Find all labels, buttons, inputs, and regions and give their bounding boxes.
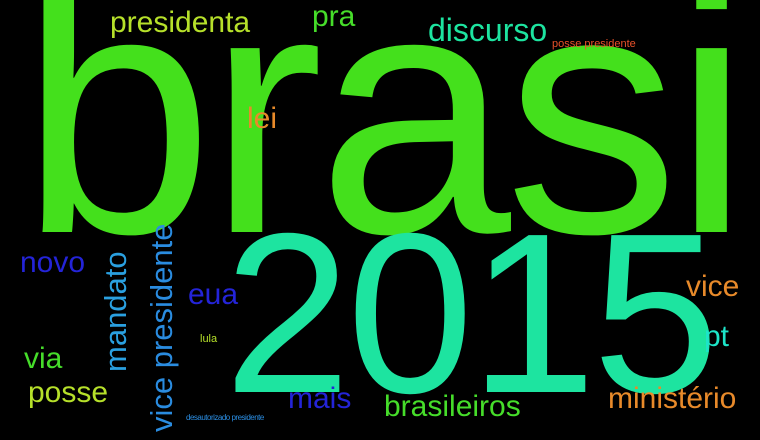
- word-brasil: brasil: [20, 0, 760, 306]
- word-2015: 2015: [224, 187, 719, 440]
- word-lei: lei: [247, 102, 278, 135]
- word-posse: posse: [28, 376, 109, 409]
- word-pt: pt: [704, 320, 730, 353]
- word-mandato: mandato: [98, 251, 133, 372]
- word-mais: mais: [288, 382, 352, 415]
- word-eua: eua: [188, 278, 239, 311]
- word-desautorizado-presidente: desautorizado presidente: [186, 413, 264, 422]
- word-discurso: discurso: [428, 12, 548, 48]
- word-ministerio: ministério: [608, 382, 737, 415]
- word-brasileiros: brasileiros: [384, 390, 521, 423]
- word-pra: pra: [312, 0, 356, 33]
- word-via: via: [24, 342, 63, 375]
- word-lula: lula: [200, 333, 218, 345]
- word-novo: novo: [20, 246, 86, 279]
- word-presidenta: presidenta: [110, 6, 251, 39]
- word-posse-presidente: posse presidente: [552, 38, 636, 50]
- word-vice-presidente: vice presidente: [144, 223, 179, 432]
- word-vice: vice: [686, 270, 740, 303]
